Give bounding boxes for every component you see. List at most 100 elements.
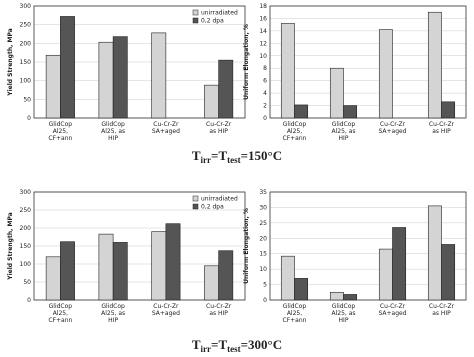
- y-axis-label: Yield Strength, MPa: [7, 212, 14, 280]
- label-line: GlidCop: [332, 121, 356, 128]
- y-tick-label: 50: [23, 96, 31, 103]
- caption-part: =T: [211, 148, 227, 163]
- x-tick-label: GlidCop Al25, CF+ann: [283, 303, 307, 324]
- bar: [112, 242, 128, 301]
- plot-frame: [269, 191, 467, 301]
- bar: [218, 59, 234, 119]
- bar: [165, 223, 181, 301]
- x-tick-label: GlidCop Al25, CF+ann: [283, 121, 307, 142]
- y-tick-label: 0: [263, 297, 267, 304]
- label-line: Al25, as: [331, 310, 355, 317]
- caption-part: =T: [211, 337, 227, 352]
- y-tick-label: 12: [259, 40, 267, 47]
- label-line: GlidCop: [49, 121, 73, 128]
- bar: [329, 291, 344, 301]
- label-line: Al25, as: [101, 128, 125, 135]
- caption-sub: test: [227, 155, 241, 165]
- label-line: Cu-Cr-Zr: [206, 121, 232, 128]
- x-tick-label: GlidCop Al25, as HIP: [101, 121, 125, 142]
- y-tick-label: 0: [263, 115, 267, 122]
- bar: [151, 32, 167, 119]
- plot-frame: [33, 5, 246, 119]
- plot-frame: [269, 5, 467, 119]
- y-tick-label: 100: [20, 78, 32, 85]
- label-line: Cu-Cr-Zr: [206, 303, 232, 310]
- x-tick-label: Cu-Cr-Zr SA+aged: [378, 121, 406, 135]
- caption-sub: test: [227, 344, 241, 354]
- y-tick-label: 25: [259, 220, 267, 227]
- bar: [392, 227, 407, 301]
- caption-part: =150°C: [241, 148, 283, 163]
- x-tick-label: GlidCop Al25, CF+ann: [48, 303, 72, 324]
- bar: [343, 105, 358, 119]
- y-tick-label: 300: [20, 189, 32, 196]
- label-line: GlidCop: [283, 303, 307, 310]
- y-tick-label: 8: [263, 65, 267, 72]
- y-tick-label: 2: [263, 103, 267, 110]
- bar: [60, 241, 75, 301]
- x-tick-label: Cu-Cr-Zr SA+aged: [152, 303, 180, 317]
- caption-part: =300°C: [241, 337, 283, 352]
- bar: [45, 256, 61, 301]
- label-line: CF+ann: [48, 135, 72, 142]
- bar: [378, 29, 393, 119]
- y-tick-label: 30: [259, 204, 267, 211]
- y-tick-label: 10: [259, 53, 267, 60]
- bar: [45, 54, 61, 119]
- x-tick-label: Cu-Cr-Zr SA+aged: [378, 303, 406, 317]
- label-line: SA+aged: [152, 310, 180, 317]
- label-line: CF+ann: [48, 317, 72, 324]
- caption-sub: irr: [201, 155, 212, 165]
- x-tick-label: GlidCop Al25, CF+ann: [48, 121, 72, 142]
- y-tick-label: 300: [20, 3, 32, 10]
- label-line: GlidCop: [101, 303, 125, 310]
- y-tick-label: 18: [259, 3, 267, 10]
- legend-swatch: [192, 203, 199, 210]
- label-line: as HIP: [432, 128, 451, 135]
- y-tick-label: 14: [259, 28, 267, 35]
- plot-frame: [33, 191, 246, 301]
- y-tick-label: 15: [259, 251, 267, 258]
- label-line: Al25,: [287, 128, 302, 135]
- y-tick-label: 20: [259, 235, 267, 242]
- bar: [98, 41, 114, 119]
- label-line: Cu-Cr-Zr: [153, 121, 179, 128]
- label-line: SA+aged: [152, 128, 180, 135]
- y-tick-label: 35: [259, 189, 267, 196]
- label-line: as HIP: [209, 128, 228, 135]
- caption-part: T: [192, 337, 201, 352]
- y-tick-label: 6: [263, 78, 267, 85]
- bar: [294, 104, 309, 119]
- bar: [441, 244, 456, 301]
- label-line: HIP: [108, 317, 118, 324]
- label-line: CF+ann: [283, 135, 307, 142]
- label-line: Cu-Cr-Zr: [380, 121, 406, 128]
- y-tick-label: 100: [20, 261, 32, 268]
- y-tick-label: 5: [263, 282, 267, 289]
- y-tick-label: 0: [27, 115, 31, 122]
- caption: Tirr=Ttest=150°C: [192, 148, 282, 165]
- legend-swatch: [192, 195, 199, 202]
- legend-label: unirradiated: [201, 10, 238, 17]
- bar: [294, 278, 309, 301]
- bar: [280, 255, 295, 301]
- label-line: HIP: [339, 317, 349, 324]
- label-line: Cu-Cr-Zr: [429, 121, 455, 128]
- x-tick-label: Cu-Cr-Zr as HIP: [429, 121, 455, 135]
- label-line: GlidCop: [101, 121, 125, 128]
- bar: [98, 233, 114, 301]
- y-axis-label: Yield Strength, MPa: [7, 28, 14, 96]
- x-tick-label: Cu-Cr-Zr SA+aged: [152, 121, 180, 135]
- label-line: Al25,: [287, 310, 302, 317]
- y-axis-label: Uniform Elongation, %: [243, 24, 250, 100]
- x-tick-label: Cu-Cr-Zr as HIP: [429, 303, 455, 317]
- label-line: Al25, as: [101, 310, 125, 317]
- label-line: SA+aged: [378, 128, 406, 135]
- caption: Tirr=Ttest=300°C: [192, 337, 282, 354]
- label-line: Al25,: [53, 310, 68, 317]
- y-axis-label: Uniform Elongation, %: [243, 208, 250, 284]
- legend-swatch: [192, 17, 199, 24]
- label-line: Al25,: [53, 128, 68, 135]
- y-tick-label: 50: [23, 279, 31, 286]
